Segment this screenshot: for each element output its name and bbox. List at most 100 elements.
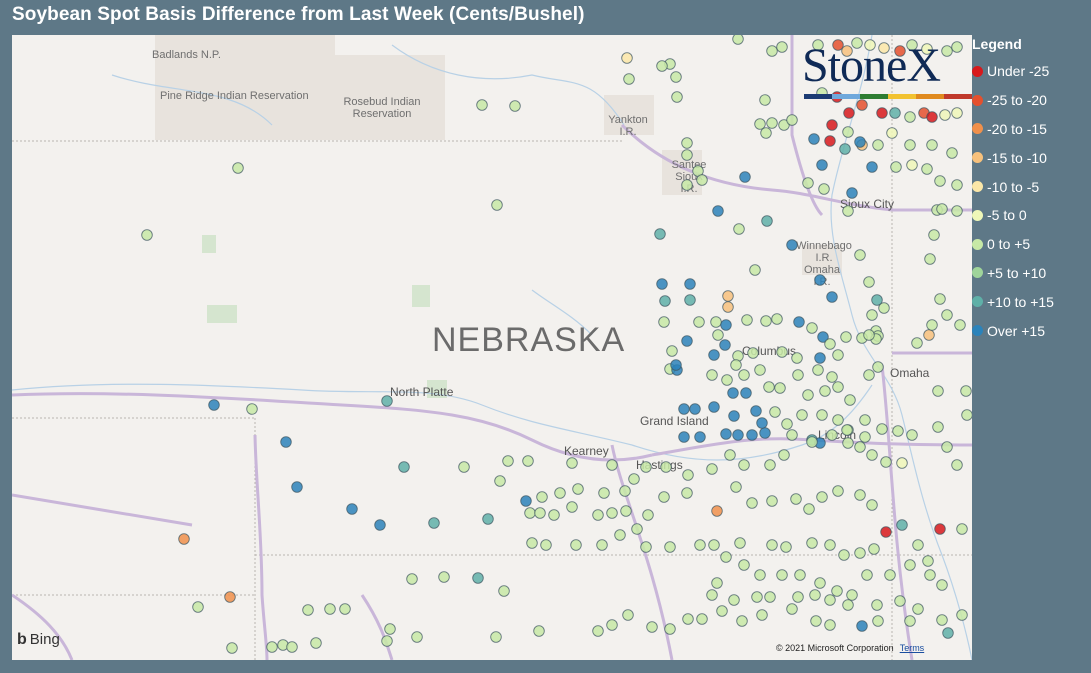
basis-point[interactable] xyxy=(719,339,731,351)
basis-point[interactable] xyxy=(824,619,836,631)
basis-point[interactable] xyxy=(934,523,946,535)
basis-point[interactable] xyxy=(866,161,878,173)
basis-point[interactable] xyxy=(926,139,938,151)
basis-point[interactable] xyxy=(766,495,778,507)
basis-point[interactable] xyxy=(846,589,858,601)
basis-point[interactable] xyxy=(670,71,682,83)
basis-point[interactable] xyxy=(536,491,548,503)
basis-point[interactable] xyxy=(839,143,851,155)
basis-point[interactable] xyxy=(606,459,618,471)
basis-point[interactable] xyxy=(524,507,536,519)
basis-point[interactable] xyxy=(526,537,538,549)
basis-point[interactable] xyxy=(956,523,968,535)
basis-point[interactable] xyxy=(681,487,693,499)
basis-point[interactable] xyxy=(832,414,844,426)
basis-point[interactable] xyxy=(659,295,671,307)
basis-point[interactable] xyxy=(936,579,948,591)
basis-point[interactable] xyxy=(810,615,822,627)
basis-point[interactable] xyxy=(826,119,838,131)
basis-point[interactable] xyxy=(759,94,771,106)
basis-point[interactable] xyxy=(824,135,836,147)
basis-point[interactable] xyxy=(842,599,854,611)
basis-point[interactable] xyxy=(620,505,632,517)
basis-point[interactable] xyxy=(720,551,732,563)
basis-point[interactable] xyxy=(926,319,938,331)
basis-point[interactable] xyxy=(894,595,906,607)
basis-point[interactable] xyxy=(941,441,953,453)
basis-point[interactable] xyxy=(941,45,953,57)
basis-point[interactable] xyxy=(482,513,494,525)
basis-point[interactable] xyxy=(841,424,853,436)
basis-point[interactable] xyxy=(826,429,838,441)
basis-point[interactable] xyxy=(866,449,878,461)
basis-point[interactable] xyxy=(764,459,776,471)
basis-point[interactable] xyxy=(592,509,604,521)
basis-point[interactable] xyxy=(936,614,948,626)
basis-point[interactable] xyxy=(596,539,608,551)
basis-point[interactable] xyxy=(491,199,503,211)
basis-point[interactable] xyxy=(721,374,733,386)
basis-point[interactable] xyxy=(878,302,890,314)
basis-point[interactable] xyxy=(598,487,610,499)
basis-point[interactable] xyxy=(730,359,742,371)
basis-point[interactable] xyxy=(694,539,706,551)
basis-point[interactable] xyxy=(796,409,808,421)
basis-point[interactable] xyxy=(932,385,944,397)
basis-point[interactable] xyxy=(812,39,824,51)
basis-point[interactable] xyxy=(854,489,866,501)
basis-point[interactable] xyxy=(756,609,768,621)
basis-point[interactable] xyxy=(746,497,758,509)
basis-point[interactable] xyxy=(818,183,830,195)
basis-point[interactable] xyxy=(824,594,836,606)
basis-point[interactable] xyxy=(566,457,578,469)
basis-point[interactable] xyxy=(520,495,532,507)
basis-point[interactable] xyxy=(808,133,820,145)
basis-point[interactable] xyxy=(224,591,236,603)
basis-point[interactable] xyxy=(906,159,918,171)
basis-point[interactable] xyxy=(509,100,521,112)
basis-point[interactable] xyxy=(381,635,393,647)
basis-point[interactable] xyxy=(494,475,506,487)
basis-point[interactable] xyxy=(682,613,694,625)
basis-point[interactable] xyxy=(876,423,888,435)
basis-point[interactable] xyxy=(631,523,643,535)
basis-point[interactable] xyxy=(838,549,850,561)
basis-point[interactable] xyxy=(592,625,604,637)
basis-point[interactable] xyxy=(724,449,736,461)
basis-point[interactable] xyxy=(722,301,734,313)
basis-point[interactable] xyxy=(774,382,786,394)
basis-point[interactable] xyxy=(819,385,831,397)
basis-point[interactable] xyxy=(708,539,720,551)
basis-point[interactable] xyxy=(678,431,690,443)
basis-point[interactable] xyxy=(904,559,916,571)
basis-point[interactable] xyxy=(814,352,826,364)
basis-point[interactable] xyxy=(291,481,303,493)
basis-point[interactable] xyxy=(694,431,706,443)
basis-point[interactable] xyxy=(776,41,788,53)
basis-point[interactable] xyxy=(681,335,693,347)
basis-point[interactable] xyxy=(872,615,884,627)
basis-point[interactable] xyxy=(894,45,906,57)
basis-point[interactable] xyxy=(751,591,763,603)
basis-point[interactable] xyxy=(904,139,916,151)
basis-point[interactable] xyxy=(766,45,778,57)
basis-point[interactable] xyxy=(826,291,838,303)
basis-point[interactable] xyxy=(771,313,783,325)
basis-point[interactable] xyxy=(921,163,933,175)
basis-point[interactable] xyxy=(861,569,873,581)
basis-point[interactable] xyxy=(890,161,902,173)
basis-point[interactable] xyxy=(681,137,693,149)
basis-point[interactable] xyxy=(812,364,824,376)
basis-point[interactable] xyxy=(951,41,963,53)
basis-point[interactable] xyxy=(781,418,793,430)
basis-point[interactable] xyxy=(754,118,766,130)
basis-point[interactable] xyxy=(740,387,752,399)
basis-point[interactable] xyxy=(922,555,934,567)
basis-point[interactable] xyxy=(733,223,745,235)
basis-point[interactable] xyxy=(786,114,798,126)
basis-point[interactable] xyxy=(872,361,884,373)
basis-point[interactable] xyxy=(232,162,244,174)
basis-point[interactable] xyxy=(572,483,584,495)
basis-point[interactable] xyxy=(802,177,814,189)
basis-point[interactable] xyxy=(856,99,868,111)
